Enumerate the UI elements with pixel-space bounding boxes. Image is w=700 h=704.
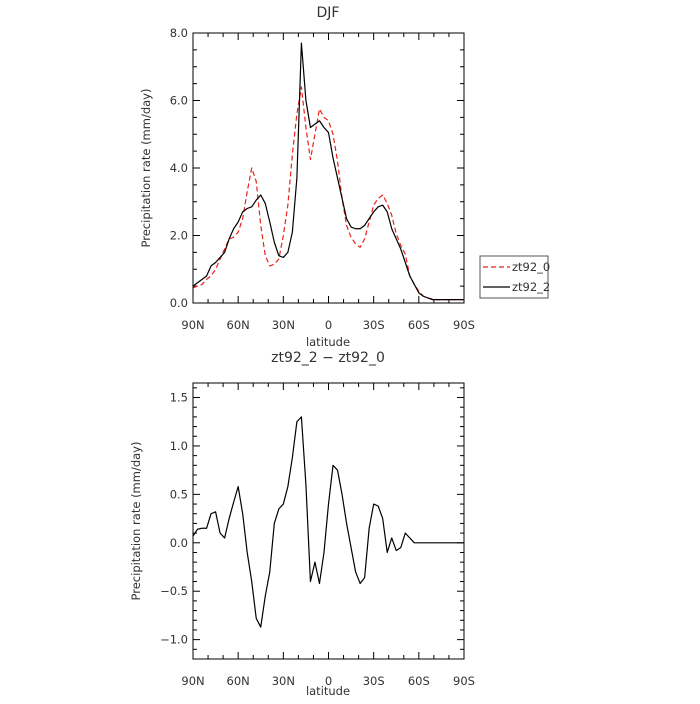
bottom-x-axis-label: latitude [306, 684, 350, 698]
x-tick-label: 90N [181, 674, 204, 688]
bottom-panel: zt92_2 − zt92_0 −1.0 −0.5 0.0 0.5 1.0 1.5 90N… [129, 350, 475, 698]
series-line-zt92-2 [192, 42, 464, 301]
x-tick-label: 30S [363, 318, 385, 332]
top-panel: DJF 0.02.04.06.08.0 90N 60N 30N 0 30S 60S 90S … [139, 5, 550, 349]
y-tick-label: 0.0 [170, 536, 188, 550]
bottom-title: zt92_2 − zt92_0 [271, 350, 385, 366]
x-tick-label: 60N [227, 318, 250, 332]
x-tick-label: 0 [325, 674, 332, 688]
x-tick-label: 30N [272, 674, 295, 688]
top-y-ticks: 0.0 2.0 4.0 6.0 8.0 [170, 26, 464, 310]
y-tick-label: 4.0 [170, 161, 188, 175]
y-tick-label: 6.0 [170, 94, 188, 108]
top-title: DJF [317, 5, 340, 21]
y-tick-label: 8.0 [170, 26, 188, 40]
x-tick-label: 90S [453, 674, 475, 688]
top-y-axis-label: Precipitation rate (mm/day) [139, 89, 153, 248]
top-series-group [192, 42, 464, 301]
y-tick-label: −1.0 [160, 633, 188, 647]
x-tick-label: 60S [408, 674, 430, 688]
y-tick-label: 0.5 [170, 487, 188, 501]
x-tick-label: 60S [408, 318, 430, 332]
y-tick-label: 2.0 [170, 229, 188, 243]
x-tick-label: 90S [453, 318, 475, 332]
bottom-plot-frame [192, 382, 465, 660]
top-x-axis-label: latitude [306, 335, 350, 349]
legend-box [479, 255, 549, 299]
y-tick-label: 1.0 [170, 439, 188, 453]
series-line-difference [192, 416, 464, 628]
top-plot-frame [192, 32, 465, 304]
legend-label-zt92-2: zt92_2 [512, 280, 550, 294]
bottom-series-group [192, 416, 464, 628]
bottom-y-ticks: −1.0 −0.5 0.0 0.5 1.0 1.5 [160, 387, 464, 660]
series-line-zt92-0 [192, 86, 464, 301]
y-tick-label: −0.5 [160, 584, 188, 598]
legend: zt92_0 zt92_2 [479, 255, 550, 299]
x-tick-label: 0 [325, 318, 332, 332]
x-tick-label: 90N [181, 318, 204, 332]
x-tick-label: 60N [227, 674, 250, 688]
y-tick-label: 0.0 [170, 296, 188, 310]
x-tick-label: 30S [363, 674, 385, 688]
bottom-y-axis-label: Precipitation rate (mm/day) [129, 442, 143, 601]
top-x-ticks: 90N 60N 30N 0 30S 60S 90S [181, 33, 475, 332]
bottom-x-ticks: 90N 60N 30N 0 30S 60S 90S [181, 383, 475, 688]
x-tick-label: 30N [272, 318, 295, 332]
y-tick-label: 1.5 [170, 391, 188, 405]
legend-label-zt92-0: zt92_0 [512, 260, 550, 274]
